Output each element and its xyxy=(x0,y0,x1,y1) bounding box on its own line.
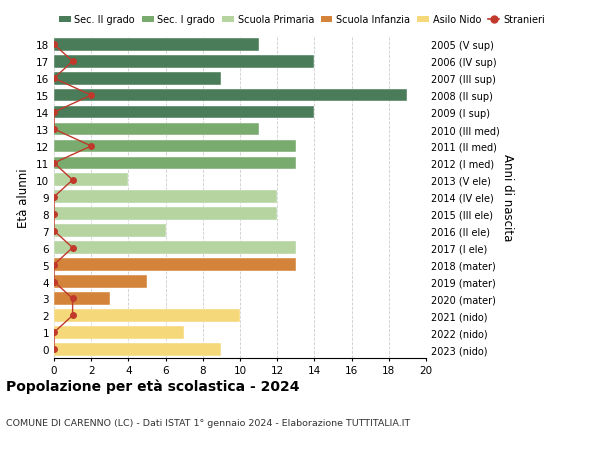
Bar xyxy=(54,157,296,170)
Bar xyxy=(54,174,128,187)
Bar xyxy=(54,90,407,102)
Bar xyxy=(54,292,110,305)
Bar xyxy=(54,309,240,322)
Bar xyxy=(54,39,259,51)
Text: Popolazione per età scolastica - 2024: Popolazione per età scolastica - 2024 xyxy=(6,379,299,393)
Y-axis label: Anni di nascita: Anni di nascita xyxy=(500,154,514,241)
Bar xyxy=(54,56,314,68)
Bar xyxy=(54,191,277,204)
Y-axis label: Età alunni: Età alunni xyxy=(17,168,31,227)
Legend: Sec. II grado, Sec. I grado, Scuola Primaria, Scuola Infanzia, Asilo Nido, Stran: Sec. II grado, Sec. I grado, Scuola Prim… xyxy=(59,16,545,25)
Bar xyxy=(54,259,296,271)
Bar xyxy=(54,73,221,85)
Bar xyxy=(54,208,277,221)
Text: COMUNE DI CARENNO (LC) - Dati ISTAT 1° gennaio 2024 - Elaborazione TUTTITALIA.IT: COMUNE DI CARENNO (LC) - Dati ISTAT 1° g… xyxy=(6,418,410,427)
Bar xyxy=(54,326,184,339)
Bar xyxy=(54,225,166,237)
Bar xyxy=(54,140,296,153)
Bar xyxy=(54,343,221,356)
Bar xyxy=(54,106,314,119)
Bar xyxy=(54,275,147,288)
Bar xyxy=(54,242,296,254)
Bar xyxy=(54,123,259,136)
